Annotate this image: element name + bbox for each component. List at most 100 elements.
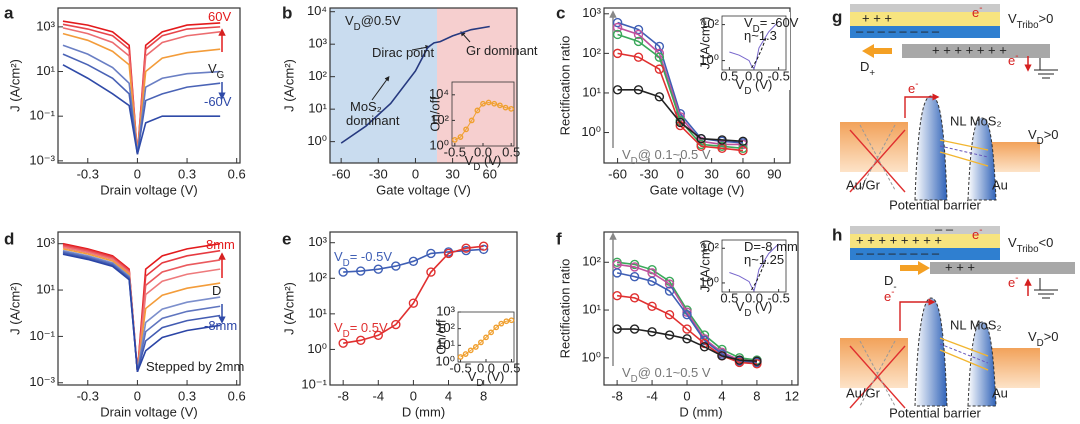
y-tick-label: 10⁰ [699, 274, 719, 289]
plot-frame [57, 231, 241, 386]
text-part: V [622, 147, 631, 162]
arrow [460, 31, 471, 43]
x-tick-label: 0 [683, 388, 690, 403]
inset-background [700, 236, 790, 312]
y-tick-label: 10⁰ [307, 133, 327, 148]
x-axis-label: VD (V) [736, 77, 773, 97]
annotation: Dirac point [372, 45, 435, 60]
y-tick-label: 10¹ [582, 84, 601, 99]
marker [738, 136, 748, 147]
text-part: (V) [483, 369, 504, 384]
x-tick-label: -0.5 [444, 144, 466, 159]
charge: – – – – – – – – [856, 23, 940, 38]
y-axis-label: J (A/cm²) [7, 282, 22, 335]
series-line [340, 25, 490, 144]
x-tick-label: 0.3 [178, 166, 196, 181]
distance-label: D- [884, 273, 897, 293]
text-part: Gr dominant [466, 43, 538, 58]
marker [633, 52, 644, 62]
text-part: (V) [480, 153, 501, 168]
electron: e- [884, 287, 894, 304]
band-line [849, 345, 906, 409]
marker [468, 117, 475, 124]
text-part: D [1037, 338, 1044, 349]
text-part: D [860, 59, 869, 74]
series-line [617, 33, 744, 150]
text-part: >0 [1044, 127, 1059, 142]
x-tick-label: 8 [480, 388, 487, 403]
marker [664, 309, 675, 320]
text-part: D [631, 156, 638, 167]
marker [478, 241, 489, 251]
x-tick-label: 0.5 [502, 360, 520, 375]
text-part: V [334, 320, 343, 335]
y-tick-label: 10⁴ [307, 3, 327, 18]
text-part: @0.5V [361, 13, 401, 28]
marker [491, 100, 498, 107]
x-tick-label: -0.5 [449, 360, 471, 375]
panel-label: e [282, 229, 291, 248]
marker [485, 99, 492, 106]
x-tick-label: -30 [369, 166, 388, 181]
marker [497, 102, 503, 109]
text-part: - [979, 3, 982, 14]
marker [612, 17, 623, 28]
arrow [411, 45, 431, 51]
y-tick-label: 10² [582, 254, 601, 269]
text-part: V [465, 153, 474, 168]
arrow [900, 261, 930, 275]
marker [612, 268, 622, 278]
annotation: -60V [204, 94, 232, 109]
marker [629, 293, 640, 303]
marker [391, 261, 401, 271]
x-axis-label: Gate voltage (V) [650, 182, 745, 197]
text-part: V [345, 13, 354, 28]
electrode-label: Au [992, 385, 1008, 400]
y-tick-label: 10⁻³ [29, 374, 55, 389]
x-tick-label: 4 [718, 388, 725, 403]
series-line [729, 21, 779, 70]
arrow [899, 298, 936, 331]
marker [467, 347, 474, 354]
series-line [729, 243, 779, 293]
x-tick-label: 12 [785, 388, 799, 403]
marker [612, 22, 623, 33]
marker [451, 136, 458, 143]
text-part: dominant [346, 113, 400, 128]
y-tick-label: 10² [308, 270, 327, 285]
y-tick-label: 10⁰ [307, 341, 327, 356]
x-axis-label: Drain voltage (V) [100, 404, 198, 419]
marker [717, 135, 727, 145]
distance-label: D+ [860, 59, 875, 79]
marker [664, 330, 675, 340]
annotation: -8mm [204, 318, 237, 333]
y-tick-label: 10⁰ [699, 52, 719, 67]
barrier [914, 297, 948, 407]
electrode-label: Au [992, 177, 1008, 192]
y-axis-label: Rectification ratio [557, 36, 572, 136]
text-part: = 0.5V [350, 320, 388, 335]
marker [502, 104, 509, 111]
text-part: Dirac point [372, 45, 435, 60]
marker [717, 351, 727, 361]
series-line [62, 253, 221, 372]
y-axis-label: Rectification ratio [557, 259, 572, 359]
marker [356, 266, 366, 276]
text-part: V [744, 15, 753, 30]
x-tick-label: 90 [767, 166, 781, 181]
x-tick-label: 8 [753, 388, 760, 403]
charge: – – [935, 221, 954, 236]
marker [633, 29, 644, 40]
series-line [617, 328, 757, 362]
x-tick-label: -4 [373, 388, 385, 403]
annotation: VD= 0.5V [334, 320, 388, 340]
electrode [840, 338, 908, 388]
series-line [617, 21, 744, 144]
text-part: = -60V [760, 15, 799, 30]
annotation: D [212, 283, 221, 298]
marker [654, 52, 665, 62]
text-part: (V) [751, 77, 772, 92]
marker [654, 64, 665, 74]
x-tick-label: 0.0 [745, 68, 763, 83]
text-part: V [334, 249, 343, 264]
